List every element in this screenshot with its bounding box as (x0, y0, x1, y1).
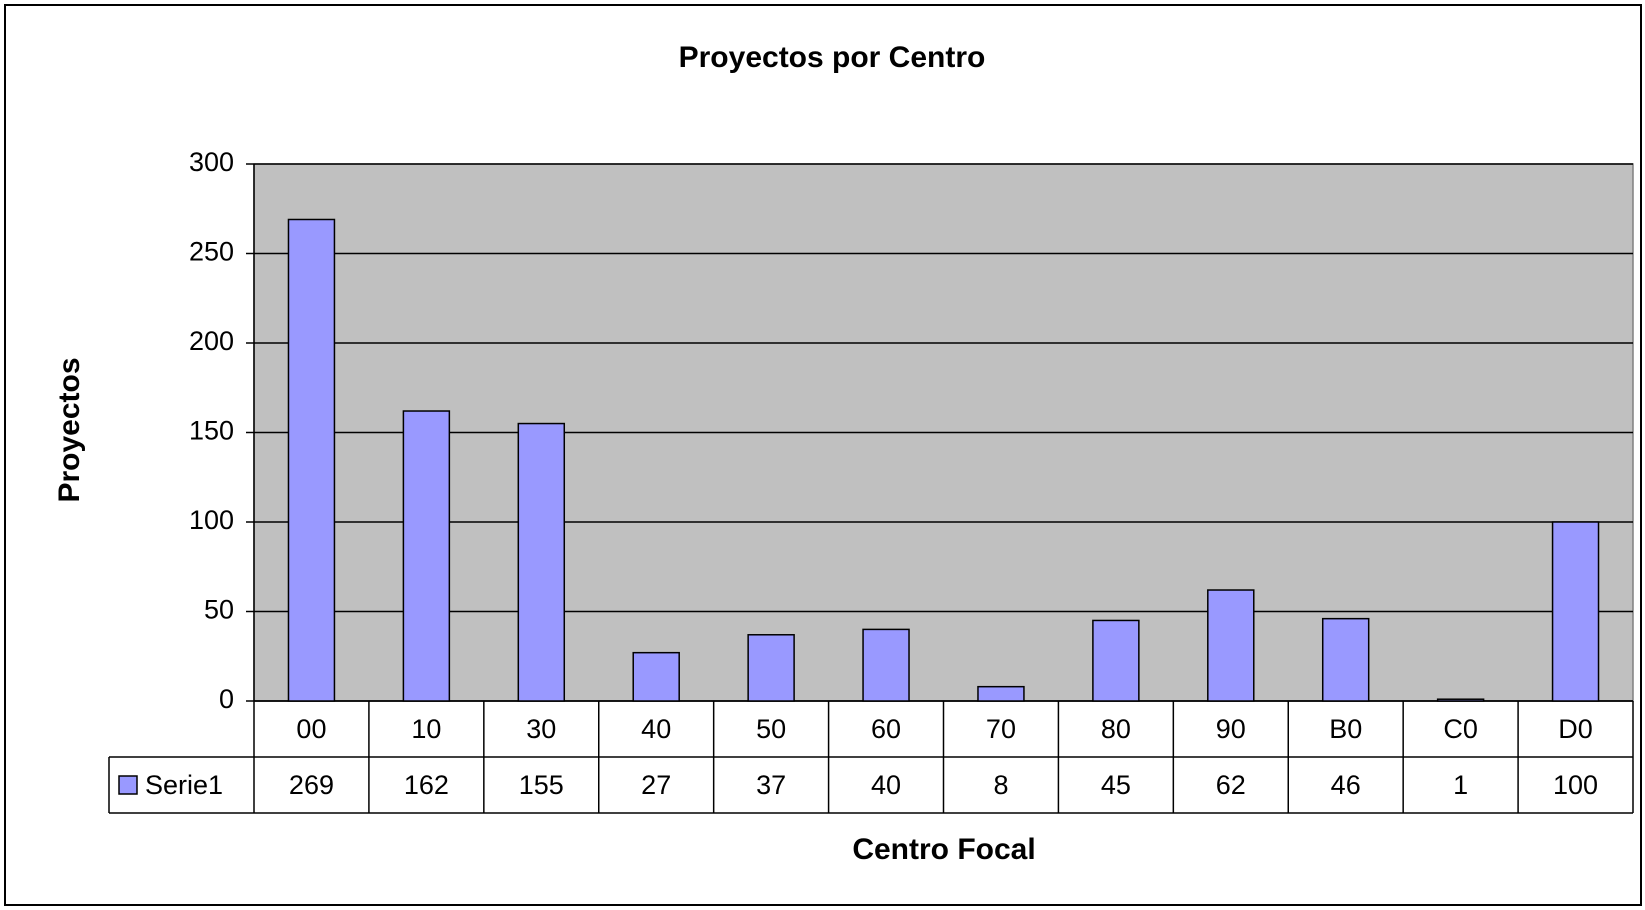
x-tick-label: 80 (1101, 714, 1131, 744)
bar (1321, 617, 1370, 702)
y-axis-label: Proyectos (53, 357, 86, 502)
y-tick-label: 300 (189, 147, 234, 177)
x-tick-label: 60 (871, 714, 901, 744)
table-value: 162 (404, 770, 449, 800)
bar (1207, 589, 1255, 702)
x-tick-label: 50 (756, 714, 786, 744)
table-value: 155 (519, 770, 564, 800)
x-tick-label: 70 (986, 714, 1016, 744)
y-tick-label: 50 (204, 595, 234, 625)
table-value: 45 (1101, 770, 1131, 800)
y-tick-label: 0 (219, 684, 234, 714)
bar (977, 685, 1025, 702)
bar (747, 634, 795, 702)
legend-label: Serie1 (145, 770, 223, 800)
bar (632, 651, 680, 702)
chart-title: Proyectos por Centro (679, 41, 986, 74)
bar (517, 422, 566, 702)
table-value: 37 (756, 770, 786, 800)
x-tick-label: 90 (1216, 714, 1246, 744)
bar (402, 410, 451, 702)
x-tick-label: B0 (1329, 714, 1362, 744)
table-value: 62 (1216, 770, 1246, 800)
table-value: 1 (1453, 770, 1468, 800)
x-tick-label: 40 (641, 714, 671, 744)
y-tick-label: 250 (189, 237, 234, 267)
legend-key (118, 775, 138, 795)
bar (1551, 521, 1600, 702)
table-value: 46 (1331, 770, 1361, 800)
y-tick-label: 150 (189, 416, 234, 446)
table-value: 100 (1553, 770, 1598, 800)
table-value: 27 (641, 770, 671, 800)
table-value: 269 (289, 770, 334, 800)
y-tick-label: 200 (189, 326, 234, 356)
x-tick-label: D0 (1558, 714, 1593, 744)
bar (862, 628, 910, 702)
x-tick-label: 00 (296, 714, 326, 744)
table-value: 8 (993, 770, 1008, 800)
x-axis-label: Centro Focal (852, 833, 1035, 866)
table-value: 40 (871, 770, 901, 800)
bar (1436, 698, 1485, 702)
bar (287, 218, 336, 702)
x-tick-label: 10 (411, 714, 441, 744)
bar (1092, 619, 1140, 702)
y-tick-label: 100 (189, 505, 234, 535)
x-tick-label: C0 (1443, 714, 1478, 744)
x-tick-label: 30 (526, 714, 556, 744)
